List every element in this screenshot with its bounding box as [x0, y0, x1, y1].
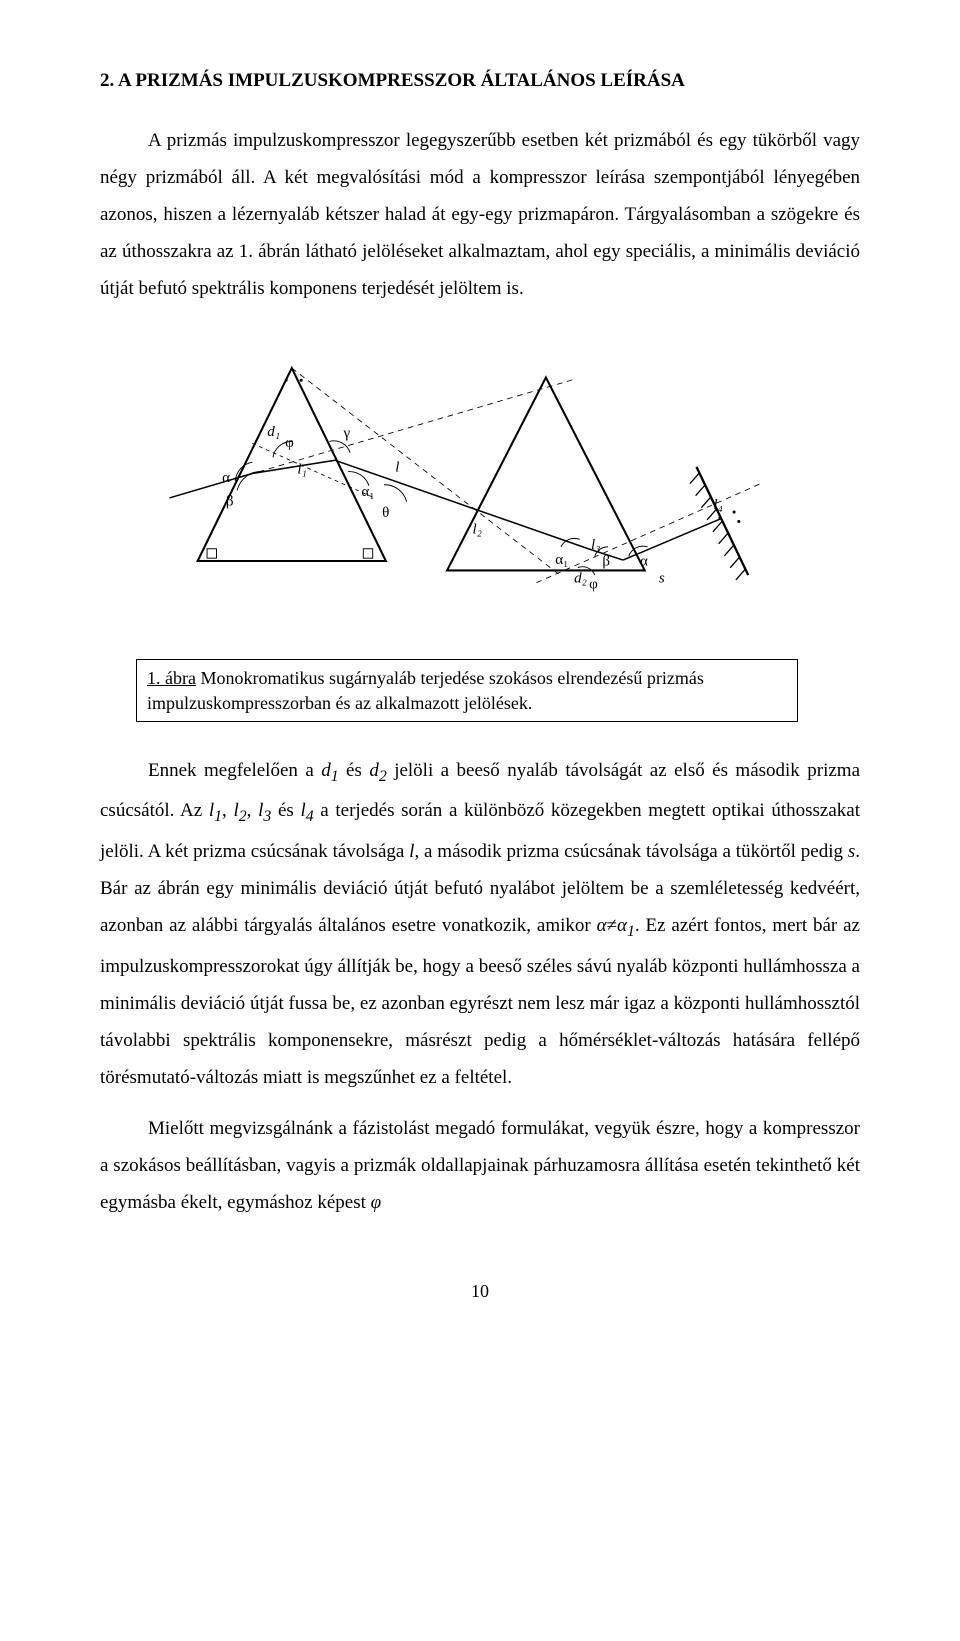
svg-text:l: l	[395, 460, 399, 476]
svg-text:γ: γ	[343, 426, 351, 442]
svg-text:α₁: α₁	[555, 552, 568, 568]
svg-text:d₁: d₁	[267, 424, 280, 440]
figure-1: αβφγα₁θα₁βαφd₁l₁ll₂l₃d₂l₄s	[100, 331, 860, 631]
svg-text:α: α	[640, 554, 648, 570]
svg-text:l₄: l₄	[713, 497, 722, 513]
svg-text:φ: φ	[285, 435, 294, 451]
svg-text:α₁: α₁	[361, 484, 374, 500]
page: 2. A PRIZMÁS IMPULZUSKOMPRESSZOR ÁLTALÁN…	[0, 0, 960, 1362]
caption-text: Monokromatikus sugárnyaláb terjedése szo…	[147, 668, 704, 712]
svg-text:d₂: d₂	[574, 571, 587, 587]
page-number: 10	[100, 1281, 860, 1302]
svg-text:θ: θ	[382, 505, 389, 521]
svg-text:φ: φ	[589, 577, 598, 593]
svg-text:l₃: l₃	[591, 537, 600, 553]
svg-text:β: β	[602, 554, 610, 570]
paragraph-2: Ennek megfelelően a d1 és d2 jelöli a be…	[100, 752, 860, 1096]
svg-text:β: β	[226, 494, 234, 510]
svg-text:l₂: l₂	[472, 522, 481, 538]
paragraph-1: A prizmás impulzuskompresszor legegyszer…	[100, 122, 860, 307]
svg-text:α: α	[222, 470, 230, 486]
prism-diagram: αβφγα₁θα₁βαφd₁l₁ll₂l₃d₂l₄s	[160, 331, 800, 631]
paragraph-3: Mielőtt megvizsgálnánk a fázistolást meg…	[100, 1110, 860, 1221]
figure-caption: 1. ábra Monokromatikus sugárnyaláb terje…	[136, 659, 798, 722]
svg-text:l₁: l₁	[297, 462, 306, 478]
section-title: 2. A PRIZMÁS IMPULZUSKOMPRESSZOR ÁLTALÁN…	[100, 70, 860, 92]
caption-lead: 1. ábra	[147, 668, 196, 688]
svg-text:s: s	[659, 571, 665, 587]
